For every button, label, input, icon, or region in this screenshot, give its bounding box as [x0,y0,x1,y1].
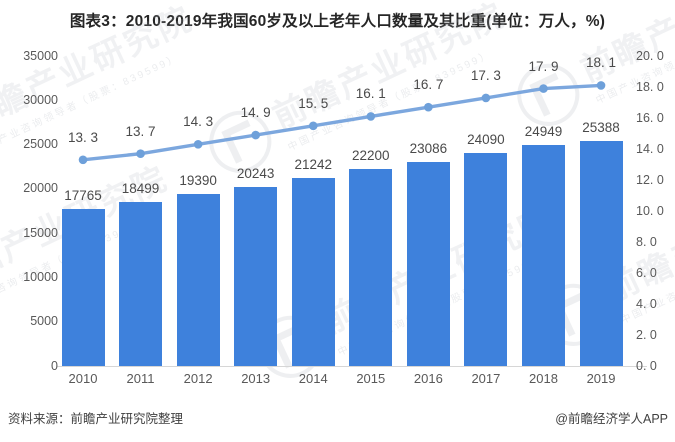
line-marker [366,112,376,121]
left-axis-tick-label: 10000 [23,269,58,284]
population-bar [61,208,105,366]
right-axis-tick-label: 2. 0 [636,327,657,342]
x-axis-year-label: 2015 [356,371,386,386]
right-axis-tick-label: 8. 0 [636,234,657,249]
x-axis-year-label: 2019 [586,371,616,386]
bar-value-label: 24090 [467,131,505,147]
bar-value-label: 18499 [121,181,160,197]
left-axis-tick-label: 20000 [23,181,58,196]
right-axis-tick-label: 0. 0 [636,358,657,373]
left-axis-tick-label: 25000 [23,137,58,152]
line-marker [308,121,318,131]
x-axis-year-label: 2010 [68,371,98,386]
bar-value-label: 20243 [236,165,275,181]
watermark-brand-text: 前瞻产业研究院 [574,0,675,89]
population-bar [521,145,565,366]
bar-value-label: 22200 [352,148,390,164]
line-value-label: 15. 5 [298,95,329,111]
bar-value-label: 23086 [409,140,448,156]
line-value-label: 16. 1 [355,86,386,102]
left-axis-tick-label: 35000 [23,48,58,63]
right-axis-tick-label: 6. 0 [636,265,657,280]
right-axis-tick-label: 16. 0 [636,110,664,125]
population-bar [119,202,163,366]
right-axis-tick-label: 4. 0 [636,296,657,311]
x-axis-year-label: 2016 [413,371,443,386]
bar-value-label: 19390 [179,173,217,189]
bar-value-label: 21242 [294,156,332,172]
line-value-label: 18. 1 [586,55,617,71]
source-note: 资料来源：前瞻产业研究院整理 [8,412,184,426]
line-value-label: 17. 3 [470,67,501,83]
line-marker [596,81,606,90]
right-axis-tick-label: 10. 0 [636,203,664,218]
population-bar [579,141,623,366]
left-axis-tick-label: 5000 [30,314,58,329]
population-bar [406,161,450,366]
left-axis-tick-label: 15000 [23,225,58,240]
line-marker [193,140,203,149]
line-marker [136,149,145,158]
line-value-label: 17. 9 [528,58,559,74]
line-marker [481,93,491,103]
x-axis-year-label: 2018 [529,371,558,386]
population-bar [176,194,220,366]
x-axis-year-label: 2014 [298,371,328,386]
right-axis-tick-label: 12. 0 [636,172,664,187]
x-axis-year-label: 2011 [126,371,155,386]
line-value-label: 14. 3 [183,114,214,130]
right-axis-tick-label: 14. 0 [636,141,664,156]
line-marker [78,155,88,165]
line-value-label: 13. 7 [125,123,156,139]
x-axis-year-label: 2017 [471,371,501,386]
line-value-label: 13. 3 [67,129,98,145]
left-axis-tick-label: 0 [51,358,58,373]
bar-value-label: 24949 [524,124,563,140]
line-value-label: 16. 7 [413,77,444,93]
bar-value-label: 17765 [64,187,102,203]
right-axis-tick-label: 20. 0 [636,48,664,63]
population-bar [291,177,335,366]
bar-value-label: 25388 [582,120,620,136]
chart-title: 图表3：2010-2019年我国60岁及以上老年人口数量及其比重(单位：万人，%… [69,13,606,30]
line-marker [424,102,433,112]
x-axis-year-label: 2012 [183,371,213,386]
line-marker [539,84,548,93]
population-bar [234,186,278,366]
population-bar [349,169,393,366]
right-axis-tick-label: 18. 0 [636,79,664,94]
population-bar [464,152,508,366]
line-marker [251,130,260,140]
credit-note: @前瞻经济学人APP [555,412,668,426]
x-axis-year-label: 2013 [241,371,271,386]
x-axis-baseline [57,366,647,367]
left-axis-tick-label: 30000 [23,92,58,107]
line-value-label: 14. 9 [240,105,271,121]
